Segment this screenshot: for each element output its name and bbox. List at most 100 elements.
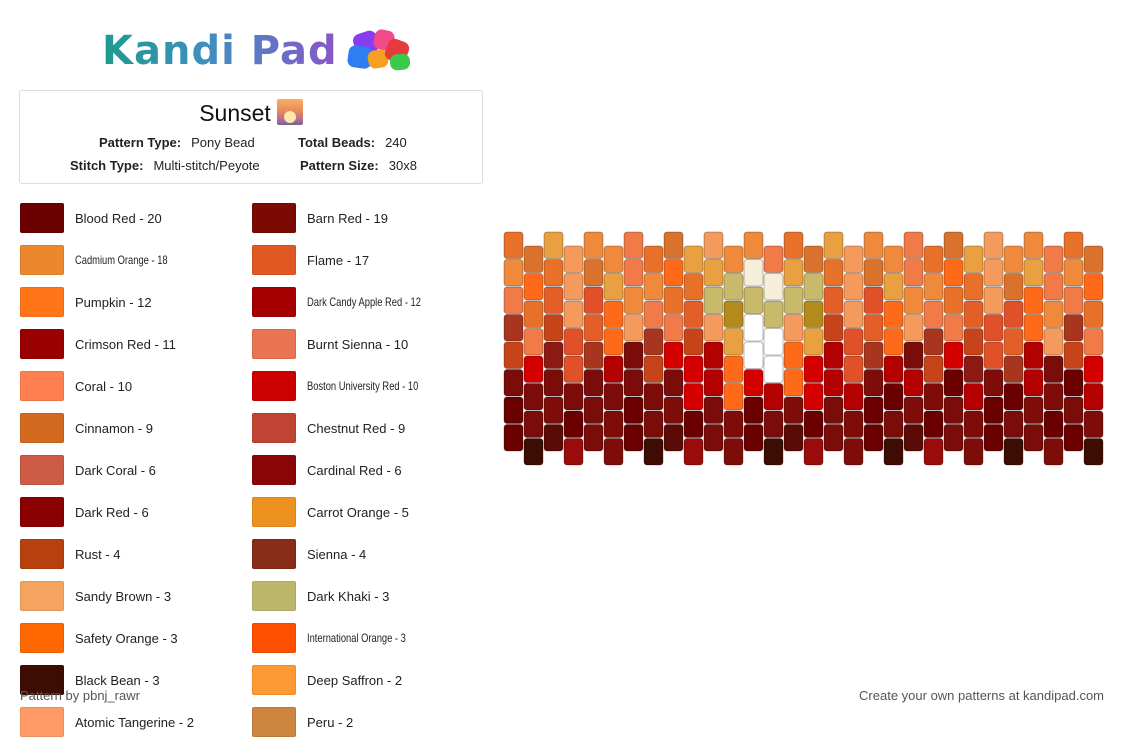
bead [743,396,764,424]
legend-label: Barn Red - 19 [307,210,388,226]
bead [623,314,644,342]
bead [743,341,764,369]
bead [903,369,924,397]
total-beads-value: 240 [385,135,407,150]
bead [1083,273,1104,301]
bead [703,369,724,397]
bead [723,355,744,383]
bead [823,286,844,314]
bead [923,245,944,273]
bead [963,245,984,273]
stitch-type-value: Multi-stitch/Peyote [153,158,260,173]
bead [1043,328,1064,356]
total-beads-label: Total Beads: [298,135,376,150]
bead [983,259,1004,287]
bead [783,424,804,452]
legend-item: Boston University Red - 10 [252,371,450,401]
bead [803,438,824,466]
bead [943,424,964,452]
bead [723,273,744,301]
bead [763,410,784,438]
bead [843,245,864,273]
bead [1023,424,1044,452]
kandi-pad-logo[interactable]: Kandi Pad [102,26,426,76]
total-beads-row: Total Beads: 240 [298,135,407,151]
pattern-credit: Pattern by pbnj_rawr [20,688,140,703]
bead [523,328,544,356]
bead [723,245,744,273]
bead [1003,300,1024,328]
bead [823,341,844,369]
bead [763,245,784,273]
bead [903,396,924,424]
legend-item: Dark Candy Apple Red - 12 [252,287,453,317]
bead [583,231,604,259]
bead [523,438,544,466]
bead [763,273,784,301]
legend-label: Sandy Brown - 3 [75,588,172,604]
bead [503,369,524,397]
bead [703,259,724,287]
bead [703,314,724,342]
bead [983,396,1004,424]
create-pattern-link[interactable]: Create your own patterns at kandipad.com [859,688,1104,703]
bead [783,259,804,287]
bead [683,273,704,301]
bead [543,369,564,397]
bead [863,231,884,259]
bead [663,259,684,287]
bead [743,286,764,314]
legend-label: International Orange - 3 [307,631,406,645]
bead [983,231,1004,259]
bead [583,396,604,424]
color-swatch [20,287,64,317]
bead [823,231,844,259]
bead [963,383,984,411]
bead [823,259,844,287]
bead [783,231,804,259]
bead [623,286,644,314]
bead [943,314,964,342]
legend-item: Carrot Orange - 5 [252,497,409,527]
legend-label: Blood Red - 20 [75,210,162,226]
bead [683,300,704,328]
legend-item: Barn Red - 19 [252,203,388,233]
bead [743,369,764,397]
bead [643,410,664,438]
bead [1063,231,1084,259]
bead [583,286,604,314]
bead [1063,369,1084,397]
legend-item: Dark Red - 6 [20,497,149,527]
bead [543,231,564,259]
bead [503,396,524,424]
bead [943,396,964,424]
bead [643,383,664,411]
bead [543,424,564,452]
color-swatch [252,287,296,317]
bead [1043,245,1064,273]
legend-item: Coral - 10 [20,371,132,401]
bead [1083,383,1104,411]
bead [723,410,744,438]
bead [763,328,784,356]
legend-item: Rust - 4 [20,539,121,569]
legend-label: Carrot Orange - 5 [307,504,409,520]
bead [523,245,544,273]
legend-item: International Orange - 3 [252,623,434,653]
bead [863,341,884,369]
bead [723,300,744,328]
bead [1083,355,1104,383]
bead [683,438,704,466]
bead [963,355,984,383]
bead [1063,424,1084,452]
bead [943,286,964,314]
bead [1003,328,1024,356]
bead [1023,286,1044,314]
bead [963,328,984,356]
bead [603,328,624,356]
bead [563,438,584,466]
bead [563,300,584,328]
color-swatch [252,623,296,653]
legend-item: Safety Orange - 3 [20,623,178,653]
bead [703,396,724,424]
